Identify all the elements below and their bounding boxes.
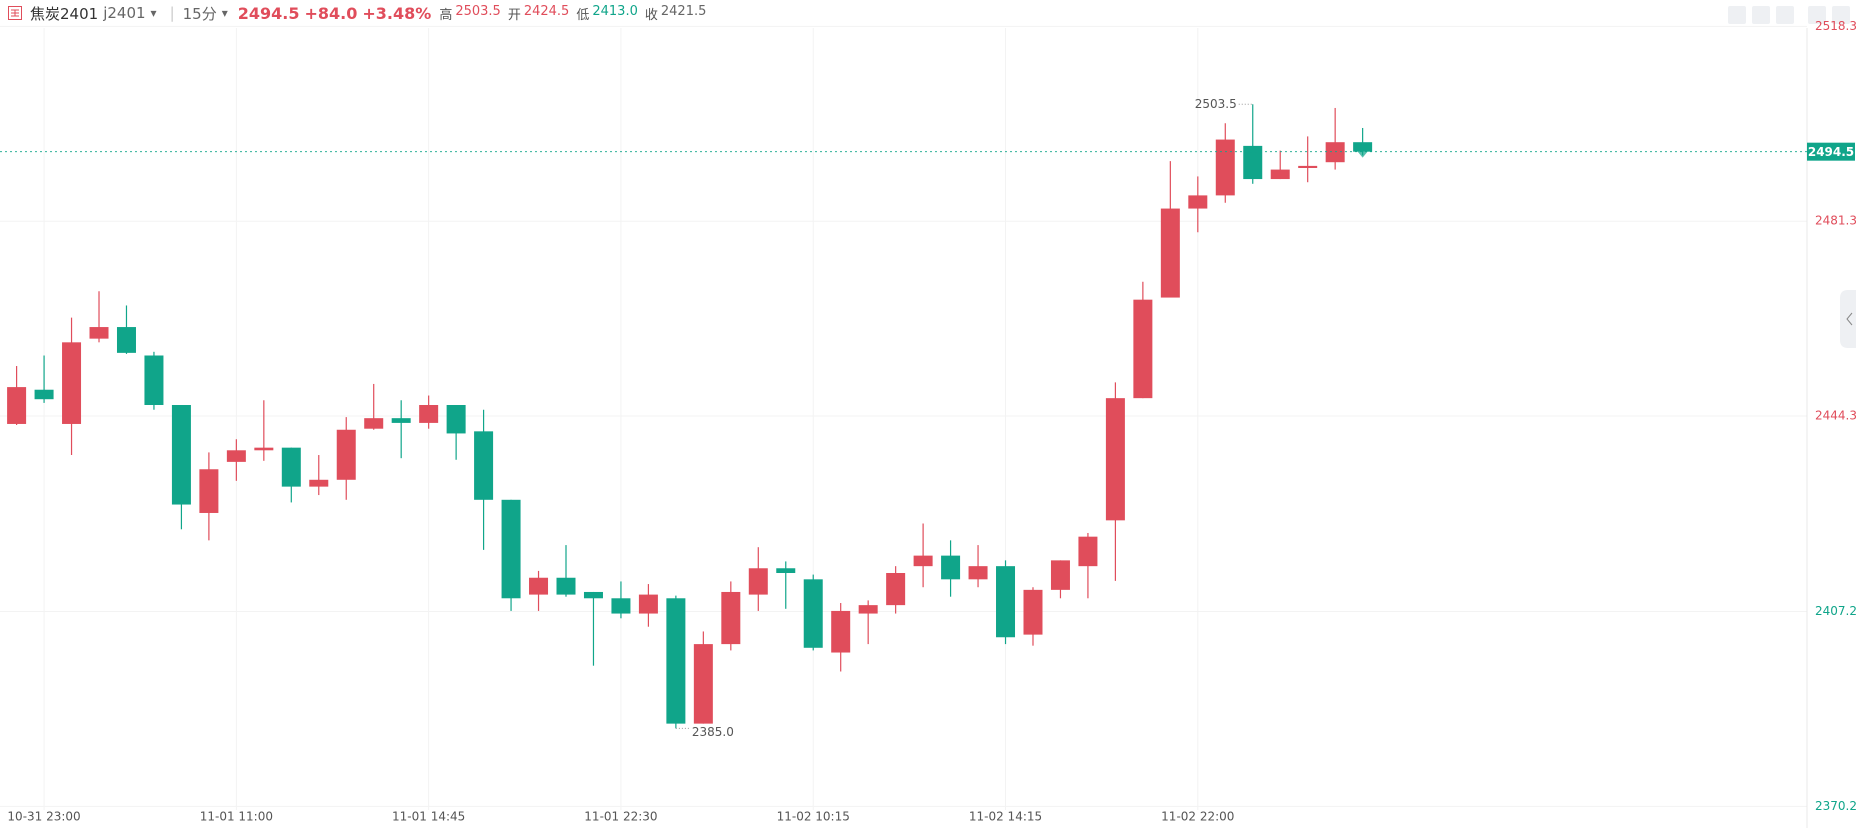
stat-value: 2421.5 — [660, 3, 707, 19]
candle-body — [254, 447, 274, 451]
stat-value: 2413.0 — [592, 3, 638, 19]
candle-body — [446, 405, 466, 434]
y-tick-label: 2481.3 — [1815, 214, 1856, 228]
period[interactable]: 15分 — [182, 4, 217, 23]
candle-body — [638, 594, 658, 614]
candle-body — [7, 387, 27, 424]
candle-body — [281, 447, 301, 487]
candle-body — [1050, 560, 1070, 590]
stat-label: 收 — [644, 7, 658, 23]
y-tick-label: 2407.2 — [1815, 604, 1856, 618]
toolbar — [1728, 6, 1850, 24]
candle-body — [996, 566, 1016, 638]
candle-body — [1215, 139, 1235, 196]
x-tick-label: 11-02 10:15 — [777, 810, 850, 824]
candle-body — [1270, 169, 1290, 180]
candle-body — [529, 577, 549, 595]
last-price: 2494.5 — [237, 3, 300, 23]
candle-body — [611, 598, 631, 614]
candle-body — [501, 499, 521, 599]
candle-body — [34, 389, 54, 400]
high-label: 2503.5 — [1195, 97, 1237, 111]
candle-body — [226, 450, 246, 462]
x-tick-label: 11-01 22:30 — [584, 810, 657, 824]
tool-button[interactable] — [1776, 6, 1794, 24]
x-tick-label: 11-01 11:00 — [200, 810, 273, 824]
candle-body — [1353, 142, 1373, 152]
x-tick-label: 11-01 14:45 — [392, 810, 465, 824]
side-tab — [1840, 290, 1856, 348]
separator: | — [169, 4, 175, 22]
stat-label: 开 — [507, 7, 521, 23]
candle-body — [776, 568, 796, 574]
candle-body — [309, 479, 329, 487]
y-tick-label: 2444.3 — [1815, 409, 1856, 423]
close-button[interactable] — [1832, 6, 1850, 24]
stat-value: 2424.5 — [523, 3, 570, 19]
candle-body — [1243, 145, 1263, 180]
dropdown-arrow[interactable]: ▾ — [221, 6, 228, 20]
candle-body — [474, 431, 494, 500]
price-tag — [1807, 142, 1855, 161]
price-tag-label: 2494.5 — [1808, 145, 1854, 159]
dropdown-arrow[interactable]: ▾ — [150, 6, 157, 20]
symbol-name[interactable]: 焦炭2401 — [30, 4, 99, 23]
candle-body — [1188, 195, 1208, 209]
symbol-code[interactable]: j2401 — [103, 4, 146, 22]
candle-body — [693, 644, 713, 724]
tool-button[interactable] — [1752, 6, 1770, 24]
candle-body — [1160, 208, 1180, 298]
x-tick-label: 10-31 23:00 — [7, 810, 80, 824]
candle-body — [391, 418, 411, 423]
stat-label: 低 — [576, 7, 590, 23]
y-tick-label: 2370.2 — [1815, 799, 1856, 813]
x-tick-label: 11-02 22:00 — [1161, 810, 1234, 824]
candle-body — [336, 429, 356, 480]
stats: 高 2503.5 开 2424.5 低 2413.0 收 2421.5 — [439, 4, 713, 23]
candle-body — [858, 605, 878, 614]
x-tick-label: 11-02 14:15 — [969, 810, 1042, 824]
candle-body — [748, 568, 768, 595]
candle-body — [116, 327, 136, 353]
candle-body — [666, 598, 686, 724]
candle-body — [941, 555, 961, 580]
side-tab-arrow — [1846, 312, 1853, 326]
header: 焦炭2401 j2401 ▾ | 15分 ▾ 2494.5 +84.0 +3.4… — [0, 0, 718, 26]
candle-body — [144, 355, 164, 406]
candle-body — [721, 591, 741, 645]
candle-body — [364, 418, 384, 429]
change: +84.0 — [304, 3, 358, 23]
candle-body — [968, 566, 988, 580]
candle-body — [1078, 536, 1098, 567]
candle-body — [1105, 398, 1125, 521]
candle-body — [1325, 142, 1345, 163]
candle-body — [583, 591, 603, 599]
candle-body — [171, 405, 191, 505]
candle-body — [1298, 165, 1318, 169]
candle-body — [913, 555, 933, 567]
low-label: 2385.0 — [692, 725, 734, 739]
stat-label: 高 — [439, 7, 453, 23]
candle-body — [89, 327, 109, 339]
last-price-marker — [1357, 151, 1368, 158]
tool-button[interactable] — [1808, 6, 1826, 24]
candle-body — [886, 573, 906, 606]
candle-body — [1023, 589, 1043, 635]
tool-button[interactable] — [1728, 6, 1746, 24]
candle-body — [803, 579, 823, 648]
candle-body — [556, 577, 576, 595]
candle-body — [831, 610, 851, 653]
candle-body — [199, 469, 219, 513]
candle-body — [1133, 299, 1153, 399]
stat-value: 2503.5 — [455, 3, 501, 19]
menu-icon[interactable] — [8, 6, 22, 20]
candle-body — [62, 342, 82, 424]
candle-body — [419, 405, 439, 423]
change-pct: +3.48% — [362, 3, 432, 23]
